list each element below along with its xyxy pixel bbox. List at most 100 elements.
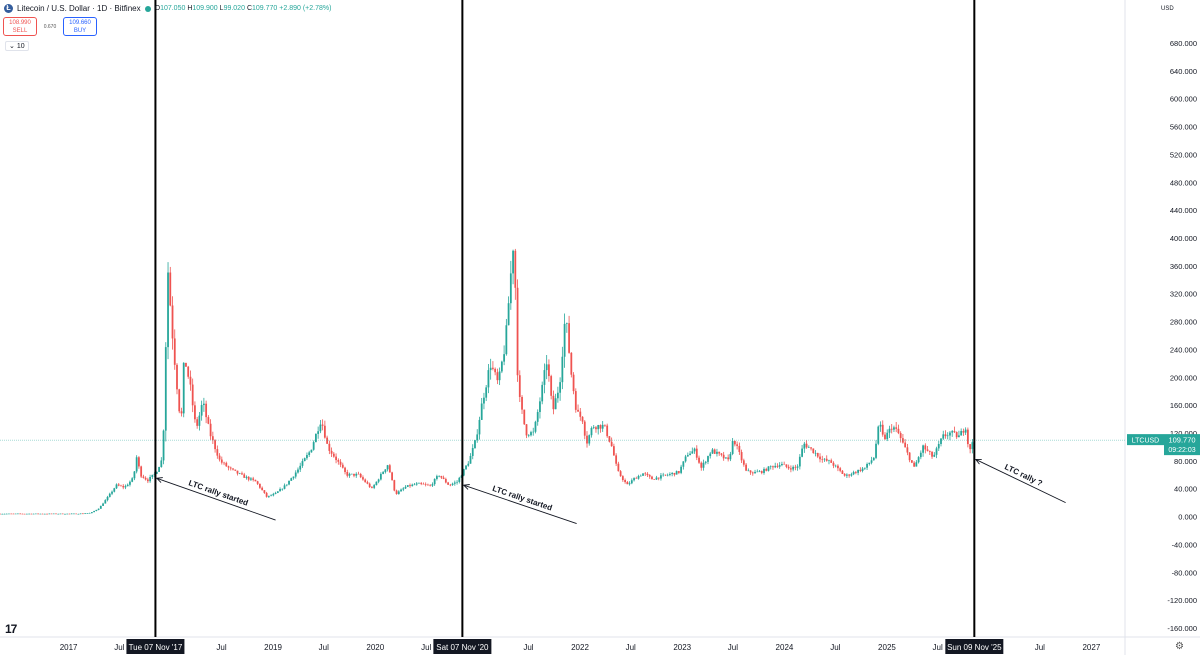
candle-body bbox=[525, 424, 528, 436]
candle-body bbox=[435, 476, 438, 479]
candle-body bbox=[657, 477, 660, 479]
candle-body bbox=[402, 488, 405, 490]
candle-body bbox=[552, 395, 555, 410]
candle-body bbox=[785, 464, 788, 467]
candle-body bbox=[250, 478, 252, 480]
candle-body bbox=[648, 475, 651, 477]
candle-body bbox=[424, 484, 427, 485]
candle-body bbox=[872, 457, 875, 461]
candle-body bbox=[787, 466, 790, 469]
candle-body bbox=[498, 371, 501, 381]
candle-body bbox=[910, 460, 913, 463]
candle-body bbox=[386, 465, 389, 470]
candle-body bbox=[492, 367, 494, 369]
candle-body bbox=[695, 448, 698, 458]
candle-body bbox=[160, 460, 163, 468]
candle-body bbox=[568, 323, 570, 353]
candle-body bbox=[879, 424, 882, 427]
candle-body bbox=[194, 405, 196, 420]
candle-body bbox=[946, 435, 949, 437]
time-tick-label: Jul bbox=[933, 643, 943, 652]
candle-body bbox=[196, 419, 199, 426]
candle-body bbox=[767, 466, 770, 471]
candle-body bbox=[523, 409, 526, 425]
candle-body bbox=[619, 471, 622, 477]
candle-body bbox=[223, 462, 225, 464]
candle-body bbox=[570, 352, 573, 375]
candle-body bbox=[95, 509, 98, 512]
candle-body bbox=[449, 484, 452, 486]
symbol-header[interactable]: Ł Litecoin / U.S. Dollar · 1D · Bitfinex… bbox=[4, 4, 331, 13]
time-marker-label: Sat 07 Nov '20 bbox=[436, 643, 489, 652]
candle-body bbox=[500, 361, 503, 372]
symbol-title[interactable]: Litecoin / U.S. Dollar · 1D · Bitfinex bbox=[17, 4, 141, 13]
price-tick-label: -40.000 bbox=[1172, 540, 1197, 549]
candle-body bbox=[944, 434, 947, 437]
candle-body bbox=[79, 513, 82, 515]
time-marker-badge bbox=[126, 639, 185, 654]
time-marker-label: Tue 07 Nov '17 bbox=[129, 643, 183, 652]
candle-body bbox=[418, 483, 420, 484]
candle-body bbox=[861, 468, 864, 471]
candle-body bbox=[682, 461, 685, 467]
candle-body bbox=[877, 426, 880, 444]
volume-toggle[interactable]: ⌄ 10 bbox=[5, 41, 29, 51]
candle-body bbox=[265, 492, 268, 497]
candle-body bbox=[588, 435, 591, 444]
candle-body bbox=[713, 449, 716, 454]
candle-body bbox=[805, 443, 808, 448]
candle-body bbox=[5, 513, 8, 515]
annotation-arrow bbox=[463, 484, 577, 524]
candle-body bbox=[595, 427, 597, 430]
ohlc-values: O107.050 H109.900 L99.020 C109.770 +2.89… bbox=[154, 5, 332, 12]
candle-body bbox=[256, 481, 259, 484]
candle-body bbox=[292, 476, 295, 479]
candle-body bbox=[810, 447, 812, 449]
candle-body bbox=[447, 482, 449, 485]
candle-body bbox=[698, 457, 700, 463]
candle-body bbox=[821, 459, 824, 460]
candle-body bbox=[485, 387, 488, 398]
candle-body bbox=[303, 458, 306, 462]
tradingview-logo[interactable]: 17 bbox=[5, 622, 17, 636]
candle-body bbox=[117, 484, 120, 486]
gear-icon[interactable]: ⚙ bbox=[1175, 641, 1184, 652]
candle-body bbox=[592, 427, 595, 428]
price-tick-label: -80.000 bbox=[1172, 568, 1197, 577]
candle-body bbox=[742, 460, 745, 465]
sell-button[interactable]: 108.990 SELL bbox=[3, 17, 37, 36]
candle-body bbox=[43, 513, 46, 515]
annotation-arrow bbox=[975, 459, 1066, 504]
candle-body bbox=[366, 482, 369, 484]
candle-body bbox=[489, 367, 492, 371]
candle-body bbox=[599, 425, 602, 429]
candle-body bbox=[727, 457, 730, 460]
candle-body bbox=[783, 463, 786, 465]
candle-body bbox=[357, 473, 360, 475]
candle-body bbox=[751, 472, 754, 474]
litecoin-icon: Ł bbox=[4, 4, 13, 13]
buy-button[interactable]: 109.660 BUY bbox=[63, 17, 97, 36]
candle-body bbox=[252, 478, 255, 480]
candle-body bbox=[942, 434, 945, 439]
candle-body bbox=[801, 448, 803, 457]
candle-body bbox=[635, 478, 638, 479]
candle-body bbox=[234, 469, 237, 471]
currency-selector[interactable]: USD bbox=[1161, 6, 1174, 12]
candle-body bbox=[839, 468, 842, 471]
annotation-arrowhead bbox=[462, 484, 470, 490]
candle-body bbox=[368, 483, 371, 487]
candle-body bbox=[124, 486, 127, 488]
candle-body bbox=[319, 424, 322, 432]
candle-body bbox=[671, 472, 674, 474]
candle-body bbox=[852, 472, 855, 475]
candle-body bbox=[431, 484, 434, 486]
countdown-label: 09:22:03 bbox=[1168, 447, 1195, 454]
candle-body bbox=[935, 448, 938, 455]
candle-body bbox=[579, 411, 582, 417]
candle-body bbox=[626, 482, 629, 485]
candle-body bbox=[843, 473, 846, 476]
price-tick-label: 640.000 bbox=[1170, 67, 1197, 76]
candle-body bbox=[46, 513, 48, 515]
